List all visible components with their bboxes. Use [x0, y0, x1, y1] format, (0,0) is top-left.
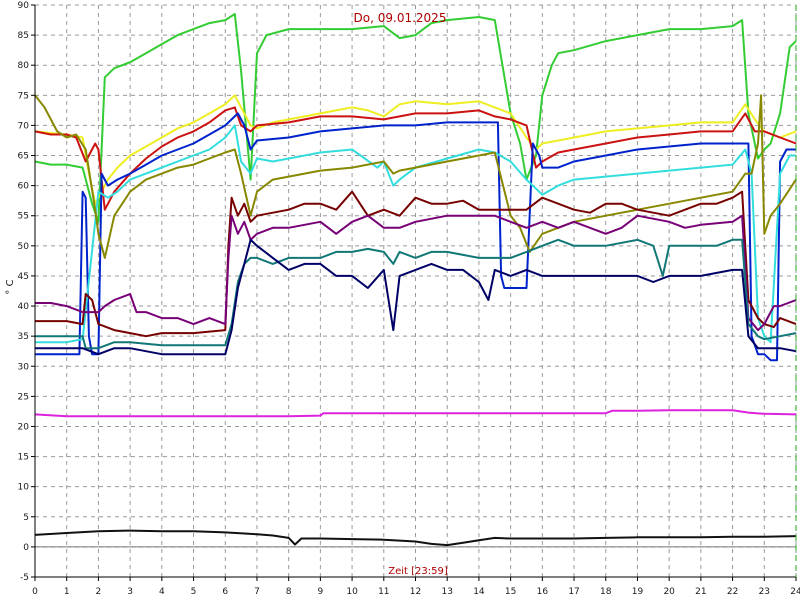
x-tick-label: 23	[759, 587, 770, 597]
y-tick-label: 10	[18, 483, 30, 493]
tick-labels: 0 1 2 3 4 5 6 7 8 9 10 11 12 13 14 15 16 17 18 19 20 21 22 23 24…	[18, 1, 800, 597]
y-tick-label: 70	[18, 121, 30, 131]
y-tick-label: -5	[20, 573, 29, 583]
series-line-6	[34, 94, 797, 259]
x-tick-label: 21	[695, 587, 706, 597]
x-tick-label: 0	[32, 587, 38, 597]
x-tick-label: 12	[410, 587, 421, 597]
series-line-9	[35, 238, 797, 350]
x-tick-label: 17	[568, 587, 579, 597]
x-tick-label: 1	[64, 587, 70, 597]
y-tick-label: 90	[18, 1, 30, 11]
x-tick-label: 6	[222, 587, 228, 597]
x-tick-label: 18	[600, 587, 612, 597]
y-tick-label: 45	[18, 272, 29, 282]
series-line-1	[34, 13, 797, 223]
x-tick-label: 15	[505, 587, 516, 597]
x-tick-label: 9	[318, 587, 324, 597]
y-tick-label: 40	[18, 302, 30, 312]
series-line-5	[35, 124, 796, 344]
x-tick-label: 5	[191, 587, 197, 597]
y-tick-label: 5	[23, 513, 29, 523]
x-tick-label: 16	[537, 587, 549, 597]
x-tick-label: 24	[790, 587, 800, 597]
x-tick-label: 22	[727, 587, 738, 597]
x-tick-label: 14	[473, 587, 485, 597]
y-tick-label: 60	[18, 182, 30, 192]
series-line-12	[34, 529, 797, 547]
x-tick-label: 2	[96, 587, 102, 597]
y-tick-label: 65	[18, 152, 29, 162]
x-tick-label: 11	[378, 587, 389, 597]
chart-title: Do, 09.01.2025	[354, 11, 447, 25]
axes	[31, 4, 797, 581]
y-tick-label: 20	[18, 422, 30, 432]
y-tick-label: 75	[18, 91, 29, 101]
x-tick-label: 4	[159, 587, 165, 597]
x-tick-label: 10	[346, 587, 358, 597]
y-tick-label: 25	[18, 392, 29, 402]
y-tick-label: 30	[18, 362, 30, 372]
y-tick-label: 15	[18, 453, 29, 463]
x-tick-label: 20	[663, 587, 675, 597]
y-tick-label: 0	[23, 543, 29, 553]
series-group	[34, 13, 797, 547]
x-tick-label: 3	[127, 587, 133, 597]
y-tick-label: 80	[18, 61, 30, 71]
series-line-11	[34, 409, 797, 418]
y-tick-label: 35	[18, 332, 29, 342]
series-line-10	[35, 238, 797, 356]
y-tick-label: 50	[18, 242, 30, 252]
x-tick-label: 7	[254, 587, 260, 597]
x-tick-label: 13	[441, 587, 452, 597]
series-line-4	[35, 112, 796, 362]
x-axis-label: Zeit [23:59]	[388, 566, 448, 577]
y-axis-label: ° C	[5, 279, 16, 294]
x-tick-label: 19	[632, 587, 644, 597]
x-tick-label: 8	[286, 587, 292, 597]
series-line-2	[34, 94, 797, 205]
y-tick-label: 55	[18, 212, 29, 222]
series-line-7	[35, 190, 797, 338]
series-line-8	[35, 214, 797, 332]
y-tick-label: 85	[18, 31, 29, 41]
series-line-3	[34, 106, 797, 211]
